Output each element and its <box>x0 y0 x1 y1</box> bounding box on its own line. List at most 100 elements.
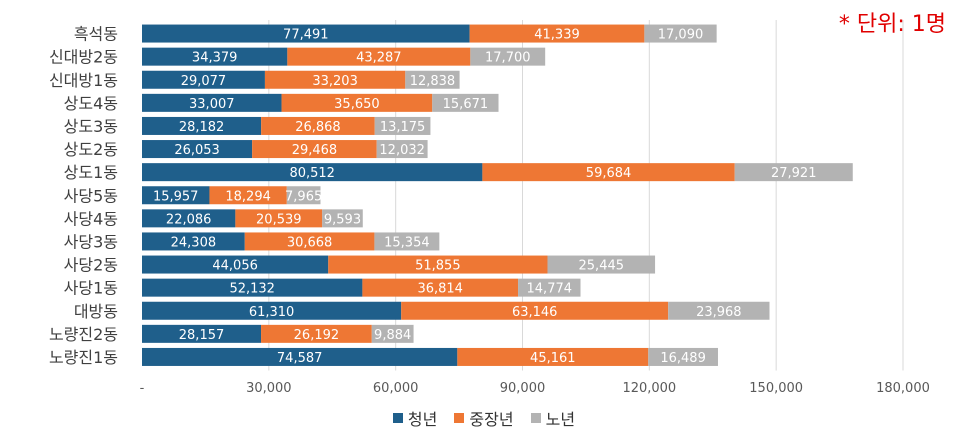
category-label: 상도2동 <box>64 140 118 159</box>
data-label: 12,032 <box>379 143 425 158</box>
bar-segment <box>142 47 288 66</box>
legend-item-youth: 청년 <box>392 406 437 430</box>
bar-segment <box>374 232 440 251</box>
bar-segment <box>482 163 735 182</box>
category-label: 사당1동 <box>64 279 118 298</box>
bar-segment <box>264 70 406 89</box>
data-label: 63,146 <box>512 305 558 320</box>
category-label: 신대방2동 <box>49 48 118 67</box>
bar-segment <box>142 93 282 112</box>
data-label: 23,968 <box>696 305 742 320</box>
category-label: 사당4동 <box>64 209 118 228</box>
bar-segment <box>287 47 471 66</box>
bar-segment <box>142 140 253 159</box>
data-label: 26,053 <box>174 143 220 158</box>
data-label: 22,086 <box>166 212 212 227</box>
bar-segment <box>142 209 236 228</box>
data-label: 9,884 <box>374 328 411 343</box>
data-label: 14,774 <box>527 282 573 297</box>
bar-segment <box>328 255 548 274</box>
data-label: 7,965 <box>285 189 322 204</box>
data-label: 20,539 <box>256 212 302 227</box>
data-label: 41,339 <box>534 28 580 43</box>
data-label: 35,650 <box>334 97 380 112</box>
bar-segment <box>547 255 656 274</box>
category-label: 상도4동 <box>64 94 118 113</box>
legend-label-middle: 중장년 <box>469 410 514 429</box>
bar-segment <box>142 324 262 343</box>
legend-item-middle: 중장년 <box>454 406 514 430</box>
data-label: 61,310 <box>249 305 295 320</box>
category-label: 신대방1동 <box>49 71 118 90</box>
data-label: 29,468 <box>292 143 338 158</box>
data-label: 59,684 <box>586 166 632 181</box>
data-label: 77,491 <box>283 28 329 43</box>
bar-segment <box>235 209 323 228</box>
bar-segment <box>644 24 717 43</box>
data-label: 45,161 <box>530 351 576 366</box>
data-label: 80,512 <box>289 166 335 181</box>
bar-segment <box>209 186 287 205</box>
unit-note: * 단위: 1명 <box>838 12 946 37</box>
data-label: 26,192 <box>294 328 340 343</box>
bar-segment <box>142 347 458 366</box>
data-label: 28,182 <box>179 120 225 135</box>
x-tick-label: 60,000 <box>373 381 419 396</box>
bar-segment <box>668 301 770 320</box>
bar-segment <box>142 255 329 274</box>
data-label: 15,671 <box>443 97 489 112</box>
data-label: 17,700 <box>485 51 531 66</box>
data-label: 30,668 <box>287 235 333 250</box>
data-label: 12,838 <box>410 74 456 89</box>
x-tick-label: - <box>140 381 145 396</box>
data-label: 26,868 <box>295 120 341 135</box>
bar-segment <box>261 324 372 343</box>
bar-segment <box>469 24 645 43</box>
data-label: 34,379 <box>192 51 238 66</box>
legend-item-senior: 노년 <box>530 406 575 430</box>
x-tick-label: 30,000 <box>246 381 292 396</box>
data-label: 74,587 <box>277 351 323 366</box>
category-label: 흑석동 <box>74 25 118 44</box>
data-label: 52,132 <box>229 282 275 297</box>
x-tick-label: 120,000 <box>622 381 676 396</box>
legend-swatch-youth <box>392 413 403 423</box>
bar-segment <box>362 278 519 297</box>
category-label: 노량진2동 <box>49 325 118 344</box>
data-label: 18,294 <box>225 189 271 204</box>
category-label: 사당2동 <box>64 256 118 275</box>
data-label: 25,445 <box>579 259 625 274</box>
x-tick-label: 150,000 <box>749 381 803 396</box>
bar-segment <box>405 70 460 89</box>
category-label: 상도3동 <box>64 117 118 136</box>
bar-segment <box>142 163 483 182</box>
data-label: 29,077 <box>181 74 227 89</box>
bar-segment <box>374 116 431 135</box>
bar-segment <box>457 347 649 366</box>
data-label: 15,957 <box>153 189 199 204</box>
data-label: 13,175 <box>380 120 426 135</box>
category-label: 대방동 <box>74 302 118 321</box>
bar-segment <box>648 347 718 366</box>
data-label: 24,308 <box>171 235 217 250</box>
bar-segment <box>142 232 245 251</box>
category-label: 사당5동 <box>64 186 118 205</box>
data-label: 28,157 <box>179 328 225 343</box>
legend-swatch-senior <box>530 413 541 423</box>
data-label: 44,056 <box>212 259 258 274</box>
bar-segment <box>518 278 581 297</box>
bar-segment <box>432 93 499 112</box>
bar-segment <box>252 140 377 159</box>
bar-segment <box>286 186 321 205</box>
bar-segment <box>322 209 363 228</box>
bar-segment <box>261 116 375 135</box>
bar-segment <box>142 301 402 320</box>
category-label: 노량진1동 <box>49 348 118 367</box>
legend: 청년 중장년 노년 <box>0 406 968 430</box>
bar-segment <box>244 232 375 251</box>
bar-segment <box>734 163 853 182</box>
data-label: 9,593 <box>324 212 361 227</box>
x-tick-label: 90,000 <box>500 381 546 396</box>
